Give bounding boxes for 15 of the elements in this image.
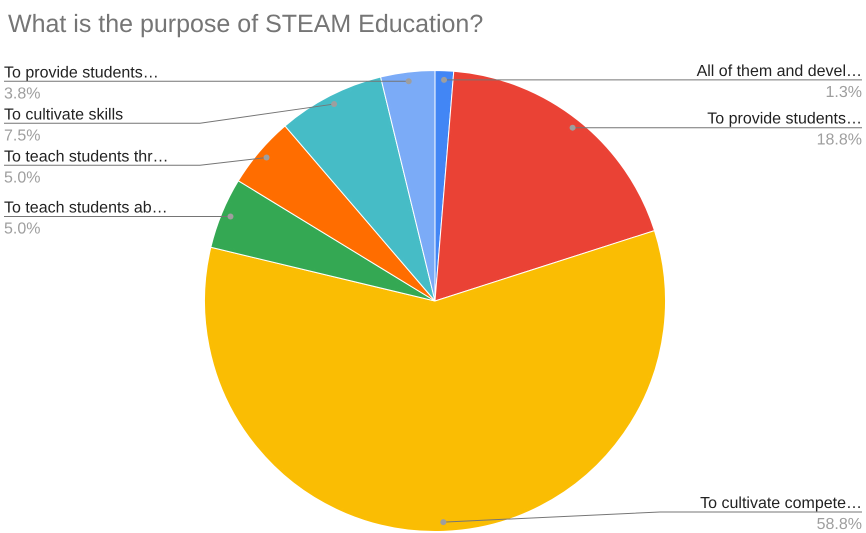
data-label: 5.0% — [4, 220, 40, 238]
data-label: 3.8% — [4, 85, 40, 102]
slice-label: To provide students… — [4, 64, 159, 82]
data-label: 7.5% — [4, 127, 40, 144]
data-label: 58.8% — [816, 516, 862, 533]
slice-label: To cultivate compete… — [700, 495, 862, 512]
slice-label: To teach students thr… — [4, 148, 169, 166]
data-label: 5.0% — [4, 169, 40, 186]
chart-title: What is the purpose of STEAM Education? — [8, 10, 484, 39]
slice-label: To provide students… — [707, 110, 862, 128]
slice-label: To teach students ab… — [4, 199, 168, 216]
data-label: 18.8% — [816, 132, 862, 149]
slice-label: To cultivate skills — [4, 106, 124, 124]
slice-label: All of them and devel… — [696, 62, 862, 80]
data-label: 1.3% — [826, 84, 862, 101]
